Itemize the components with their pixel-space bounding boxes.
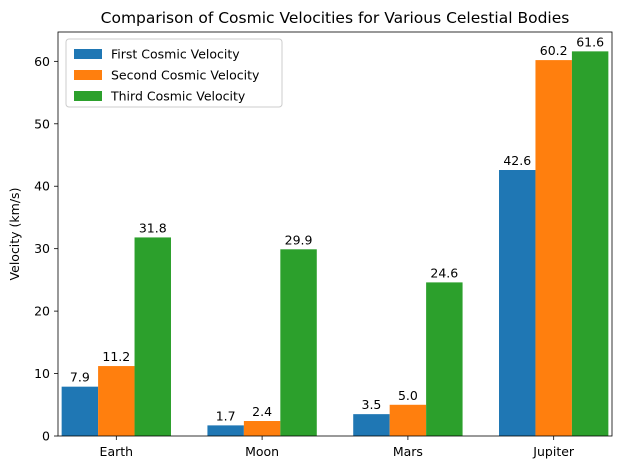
- y-tick-label: 0: [42, 429, 50, 444]
- data-label: 3.5: [362, 397, 382, 412]
- data-label: 42.6: [503, 153, 531, 168]
- bar-earth-series-1: [61, 386, 99, 436]
- data-label: 2.4: [252, 404, 272, 419]
- x-tick-label: Jupiter: [532, 444, 575, 459]
- data-label: 1.7: [216, 408, 236, 423]
- bar-jupiter-series-1: [499, 170, 536, 436]
- data-label: 7.9: [70, 370, 90, 385]
- y-axis-label: Velocity (km/s): [7, 188, 22, 281]
- y-tick-label: 60: [34, 54, 50, 69]
- bar-jupiter-series-2: [535, 60, 572, 436]
- legend-swatch: [74, 70, 102, 80]
- legend-entry: Second Cosmic Velocity: [111, 68, 260, 83]
- y-tick-label: 40: [34, 179, 50, 194]
- bar-moon-series-2: [243, 421, 281, 436]
- legend-entry: Third Cosmic Velocity: [110, 89, 246, 104]
- bar-mars-series-3: [426, 282, 463, 436]
- data-label: 24.6: [430, 265, 458, 280]
- data-label: 61.6: [576, 34, 604, 49]
- plot-area: 7.9 11.2 31.8 Earth 1.7 2.4 29.9 Moon 3.5 5.0 24.6…: [34, 31, 613, 459]
- data-label: 5.0: [398, 388, 418, 403]
- x-tick-label: Moon: [245, 444, 279, 459]
- bar-earth-series-2: [98, 366, 135, 436]
- legend-entry: First Cosmic Velocity: [111, 47, 240, 62]
- y-tick-label: 20: [34, 304, 50, 319]
- bar-earth-series-3: [134, 237, 171, 436]
- bar-mars-series-2: [389, 404, 427, 436]
- bar-moon-series-3: [280, 249, 317, 436]
- bar-jupiter-series-3: [571, 51, 609, 437]
- bar-moon-series-1: [207, 425, 244, 436]
- y-tick-label: 10: [34, 366, 50, 381]
- data-label: 31.8: [139, 220, 167, 235]
- axes-frame: [57, 31, 613, 437]
- legend-swatch: [74, 91, 102, 101]
- y-tick-label: 30: [34, 241, 50, 256]
- y-tick-label: 50: [34, 116, 50, 131]
- legend-swatch: [74, 49, 102, 59]
- bar-mars-series-1: [353, 414, 390, 436]
- data-label: 11.2: [102, 349, 130, 364]
- data-label: 29.9: [285, 232, 313, 247]
- chart-title: Comparison of Cosmic Velocities for Vari…: [101, 9, 570, 27]
- data-label: 60.2: [540, 43, 568, 58]
- legend-box: [65, 38, 283, 108]
- x-tick-label: Mars: [393, 444, 423, 459]
- legend: First Cosmic Velocity Second Cosmic Veloc…: [65, 38, 283, 108]
- x-tick-label: Earth: [100, 444, 134, 459]
